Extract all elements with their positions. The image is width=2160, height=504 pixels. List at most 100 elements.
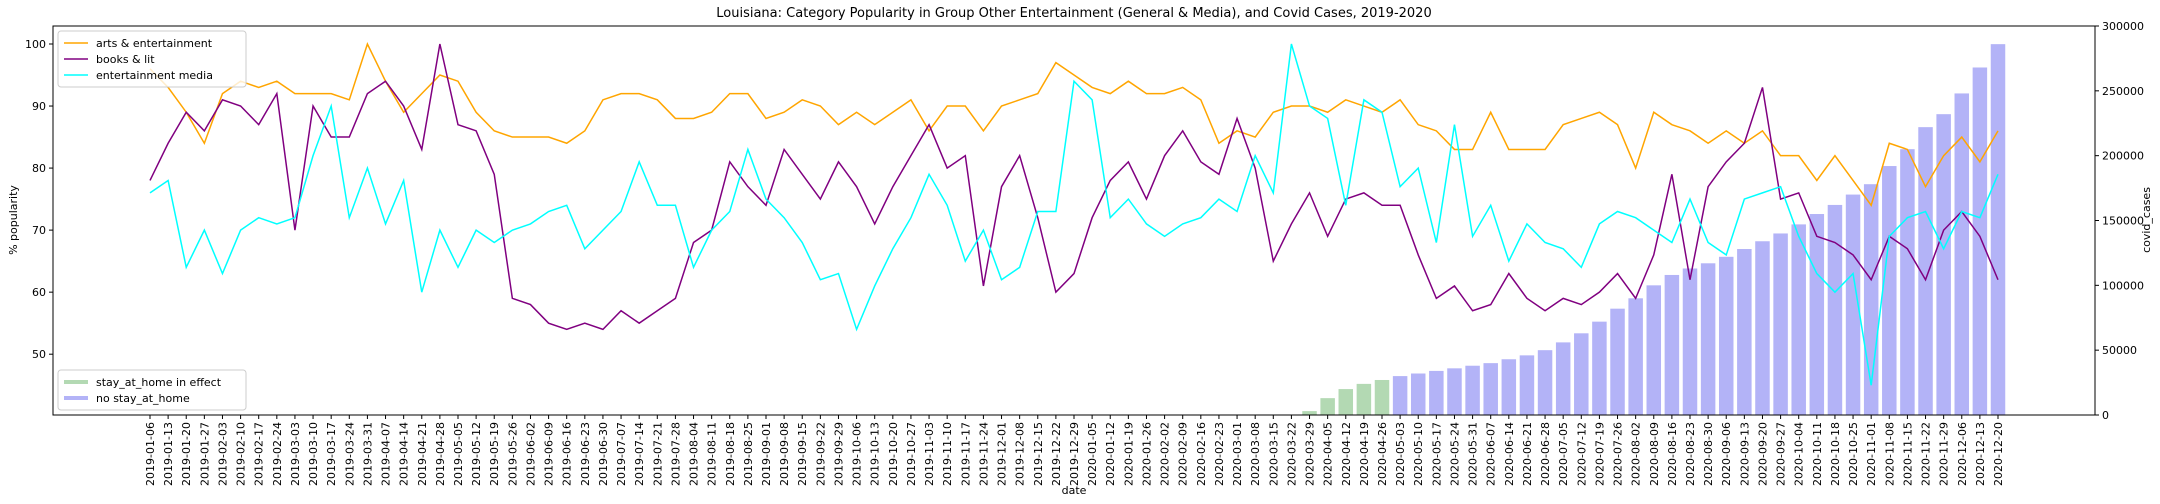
x-tick-label: 2020-08-23 <box>1684 422 1697 486</box>
bar <box>1410 373 1426 415</box>
x-tick-label: 2019-06-02 <box>524 422 537 486</box>
x-tick-label: 2019-04-07 <box>380 422 393 486</box>
x-tick-label: 2019-05-19 <box>488 422 501 486</box>
x-tick-label: 2019-05-05 <box>452 422 465 486</box>
bar <box>1555 342 1571 415</box>
x-tick-label: 2019-03-31 <box>361 422 374 486</box>
x-tick-label: 2019-01-13 <box>162 422 175 486</box>
legend-label: books & lit <box>96 53 155 66</box>
x-tick-label: 2020-03-15 <box>1267 422 1280 486</box>
x-tick-label: 2019-03-17 <box>325 422 338 486</box>
bar <box>1338 389 1354 415</box>
bar <box>1972 67 1988 415</box>
x-tick-label: 2020-10-25 <box>1847 422 1860 486</box>
x-tick-label: 2020-11-29 <box>1938 422 1951 486</box>
bar <box>1392 376 1408 415</box>
x-tick-label: 2019-05-12 <box>470 422 483 486</box>
bar <box>1646 285 1662 415</box>
x-tick-label: 2020-03-08 <box>1249 422 1262 486</box>
x-tick-label: 2019-04-14 <box>398 422 411 486</box>
legend-box <box>57 369 247 411</box>
x-tick-label: 2019-11-17 <box>959 422 972 486</box>
bar <box>1700 263 1716 415</box>
legend-label: no stay_at_home <box>96 392 190 405</box>
x-tick-label: 2020-12-13 <box>1974 422 1987 486</box>
bar <box>1356 383 1372 415</box>
bar <box>1302 411 1317 415</box>
line <box>149 41 1999 207</box>
y-tick-label: 90 <box>32 100 46 113</box>
bar <box>1519 355 1535 415</box>
y2-axis-label: covid_cases <box>2140 187 2153 253</box>
bar <box>1664 274 1680 415</box>
line <box>149 43 1999 386</box>
x-tick-label: 2020-04-05 <box>1322 422 1335 486</box>
x-tick-label: 2019-10-20 <box>887 422 900 486</box>
x-tick-label: 2020-09-06 <box>1720 422 1733 486</box>
x-tick-label: 2020-05-17 <box>1430 422 1443 486</box>
bar <box>1827 204 1843 415</box>
bar <box>1574 333 1589 415</box>
x-tick-label: 2020-01-05 <box>1086 422 1099 486</box>
x-tick-label: 2019-10-27 <box>905 422 918 486</box>
x-tick-label: 2020-07-12 <box>1575 422 1588 486</box>
bar <box>1737 249 1752 415</box>
x-tick-label: 2019-12-01 <box>996 422 1009 486</box>
x-tick-label: 2020-02-02 <box>1159 422 1172 486</box>
bar <box>1773 233 1788 415</box>
x-tick-label: 2020-10-18 <box>1829 422 1842 486</box>
y-tick-label: 50 <box>32 348 46 361</box>
x-tick-label: 2020-08-02 <box>1630 422 1643 486</box>
x-tick-label: 2019-06-16 <box>561 422 574 486</box>
bar <box>1755 241 1770 415</box>
x-tick-label: 2020-10-11 <box>1811 422 1824 486</box>
chart-title: Louisiana: Category Popularity in Group … <box>716 6 1431 21</box>
x-tick-label: 2020-11-01 <box>1865 422 1878 486</box>
bar <box>1718 256 1734 415</box>
x-tick-label: 2019-01-27 <box>198 422 211 486</box>
x-tick-label: 2019-07-14 <box>633 422 646 486</box>
x-tick-label: 2020-08-16 <box>1666 422 1679 486</box>
bar <box>1682 268 1698 415</box>
bar <box>1954 93 1970 415</box>
x-tick-label: 2020-06-07 <box>1485 422 1498 486</box>
x-tick-label: 2019-06-30 <box>597 422 610 486</box>
x-tick-label: 2019-09-22 <box>814 422 827 486</box>
x-tick-label: 2020-02-23 <box>1213 422 1226 486</box>
legend-box <box>57 30 247 88</box>
x-tick-label: 2019-02-17 <box>253 422 266 486</box>
x-tick-label: 2019-08-18 <box>724 422 737 486</box>
bar <box>1900 149 1915 415</box>
x-tick-label: 2019-03-10 <box>307 422 320 486</box>
y-axis-label: % popularity <box>7 185 20 255</box>
y-tick-label: 80 <box>32 162 46 175</box>
x-tick-label: 2020-09-13 <box>1738 422 1751 486</box>
bar <box>1465 365 1480 415</box>
x-tick-label: 2020-09-20 <box>1756 422 1769 486</box>
x-tick-label: 2019-11-10 <box>941 422 954 486</box>
x-tick-label: 2020-04-26 <box>1376 422 1389 486</box>
x-tick-label: 2019-06-09 <box>543 422 556 486</box>
bar <box>1537 350 1553 415</box>
x-tick-label: 2020-12-06 <box>1956 422 1969 486</box>
x-tick-label: 2019-05-26 <box>506 422 519 486</box>
bar <box>1429 370 1444 415</box>
x-tick-label: 2019-09-29 <box>832 422 845 486</box>
x-tick-label: 2019-10-13 <box>869 422 882 486</box>
x-tick-label: 2019-06-23 <box>579 422 592 486</box>
y2-tick-label: 100000 <box>2102 279 2144 292</box>
x-tick-label: 2020-04-12 <box>1340 422 1353 486</box>
bar <box>1610 308 1625 415</box>
x-tick-label: 2020-07-05 <box>1557 422 1570 486</box>
y2-tick-label: 300000 <box>2102 20 2144 33</box>
x-tick-label: 2019-11-24 <box>977 422 990 486</box>
x-axis-label: date <box>1062 484 1087 497</box>
x-tick-label: 2020-06-28 <box>1539 422 1552 486</box>
x-tick-label: 2020-03-01 <box>1231 422 1244 486</box>
x-tick-label: 2020-01-19 <box>1122 422 1135 486</box>
y2-tick-label: 150000 <box>2102 215 2144 228</box>
x-tick-label: 2020-11-08 <box>1883 422 1896 486</box>
y-tick-label: 70 <box>32 224 46 237</box>
bar <box>1918 127 1933 415</box>
